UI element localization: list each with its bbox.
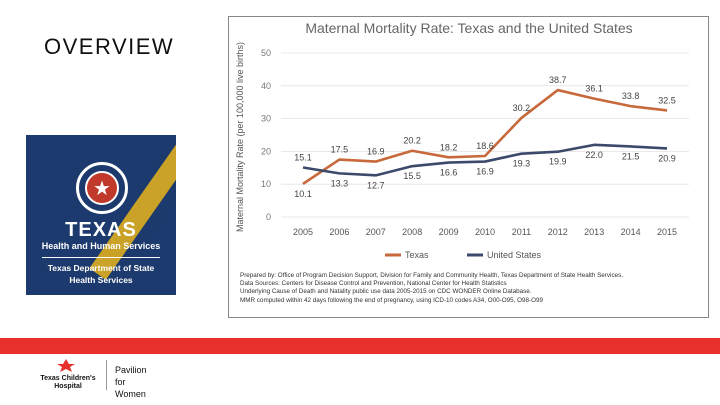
y-tick-label: 30 (261, 114, 271, 124)
footer-accent-bar (0, 338, 720, 354)
x-tick-label: 2010 (475, 227, 495, 237)
x-tick-label: 2007 (366, 227, 386, 237)
data-label: 18.6 (476, 141, 494, 151)
data-label: 15.1 (294, 152, 312, 162)
x-tick-label: 2008 (402, 227, 422, 237)
y-tick-label: 0 (266, 212, 271, 222)
series-line-texas (302, 88, 668, 185)
data-label: 22.0 (585, 150, 603, 160)
chart-source-notes: Prepared by: Office of Program Decision … (240, 272, 710, 305)
series-line-united-states (302, 143, 668, 177)
data-label: 38.7 (549, 75, 567, 85)
y-tick-label: 50 (261, 48, 271, 58)
texas-childrens-star-icon (57, 359, 75, 372)
data-label: 36.1 (585, 84, 603, 94)
x-tick-label: 2006 (329, 227, 349, 237)
data-label: 10.1 (294, 189, 312, 199)
y-tick-label: 10 (261, 179, 271, 189)
x-tick-label: 2012 (548, 227, 568, 237)
data-label: 19.9 (549, 157, 567, 167)
hospital-name-line1: Texas Children's (40, 375, 96, 382)
note-data-sources: Data Sources: Centers for Disease Contro… (240, 280, 507, 288)
data-label: 16.9 (476, 167, 494, 177)
data-label: 20.9 (658, 153, 676, 163)
data-label: 30.2 (513, 103, 531, 113)
x-tick-label: 2009 (439, 227, 459, 237)
data-label: 15.5 (403, 171, 421, 181)
data-label: 16.9 (367, 147, 385, 157)
data-label: 18.2 (440, 142, 458, 152)
data-label: 16.6 (440, 168, 458, 178)
x-tick-label: 2011 (512, 227, 531, 237)
pavilion-line1: Pavilion (115, 365, 147, 375)
x-tick-label: 2014 (621, 227, 641, 237)
star-icon: ★ (85, 171, 119, 205)
y-tick-label: 40 (261, 81, 271, 91)
y-tick-label: 20 (261, 146, 271, 156)
x-tick-label: 2013 (584, 227, 604, 237)
pavilion-line2: for Women (115, 377, 146, 400)
texas-hhs-logo: ★ TEXAS Health and Human Services Texas … (26, 135, 176, 295)
footer-divider (106, 360, 107, 390)
logo-dept-line2: Health Services (69, 275, 133, 285)
logo-subtitle: Health and Human Services (41, 241, 161, 251)
x-tick-label: 2015 (657, 227, 677, 237)
chart-title: Maternal Mortality Rate: Texas and the U… (305, 20, 632, 36)
data-label: 33.8 (622, 91, 640, 101)
data-label: 20.2 (403, 136, 421, 146)
texas-seal-icon: ★ (76, 162, 128, 214)
data-label: 21.5 (622, 151, 640, 161)
note-underlying-data: Underlying Cause of Death and Natality p… (240, 288, 532, 296)
pavilion-name: Pavilion for Women (115, 364, 147, 400)
data-label: 32.5 (658, 95, 676, 105)
chart-frame: Maternal Mortality Rate: Texas and the U… (228, 16, 709, 318)
mortality-line-chart: Maternal Mortality Rate: Texas and the U… (235, 20, 689, 260)
data-label: 17.5 (331, 145, 349, 155)
x-tick-label: 2005 (293, 227, 313, 237)
slide-title: OVERVIEW (44, 34, 175, 59)
logo-divider (42, 257, 160, 258)
note-method: MMR computed within 42 days following th… (240, 296, 543, 304)
data-label: 13.3 (331, 178, 349, 188)
data-label: 19.3 (513, 159, 531, 169)
hospital-name-line2: Hospital (54, 383, 82, 390)
logo-word: TEXAS (65, 219, 137, 241)
legend-label: Texas (405, 250, 429, 260)
y-axis-label: Maternal Mortality Rate (per 100,000 liv… (235, 42, 245, 232)
data-label: 12.7 (367, 180, 385, 190)
logo-dept-line1: Texas Department of State (47, 263, 155, 273)
note-prepared-by: Prepared by: Office of Program Decision … (240, 272, 623, 279)
legend-label: United States (487, 250, 542, 260)
